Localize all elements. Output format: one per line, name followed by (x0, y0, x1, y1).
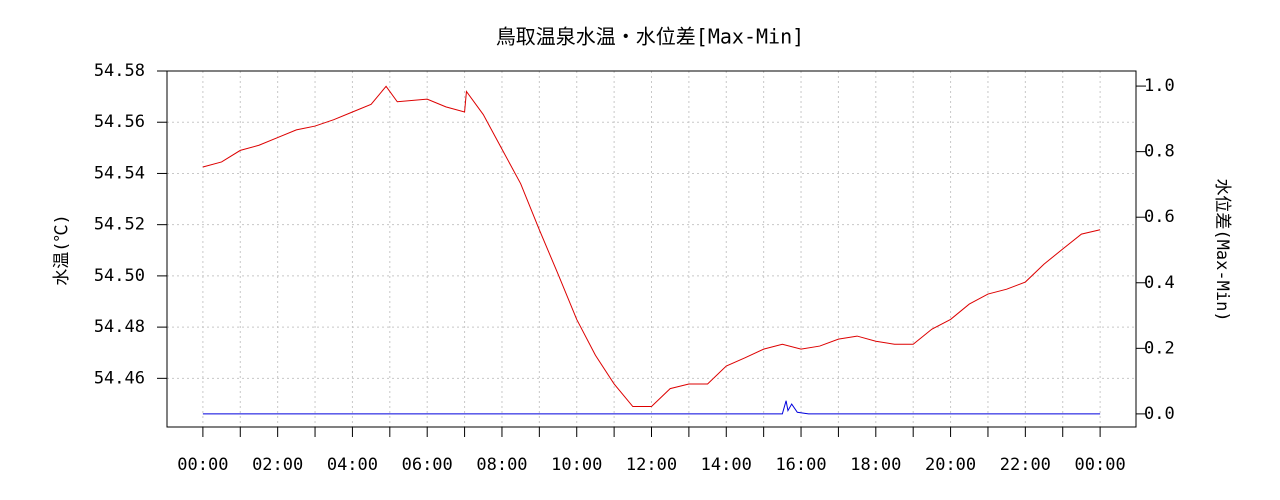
y-tick-label: 54.54 (94, 163, 145, 183)
y-tick-label: 54.48 (94, 317, 145, 337)
x-tick-label: 06:00 (402, 455, 453, 475)
y2-tick-label: 0.0 (1144, 404, 1175, 424)
y2-tick-label: 0.6 (1144, 207, 1175, 227)
x-tick-label: 02:00 (252, 455, 303, 475)
y-axis-label: 水温(℃) (52, 214, 72, 285)
x-tick-label: 08:00 (476, 455, 527, 475)
x-tick-label: 00:00 (177, 455, 228, 475)
y-tick-label: 54.56 (94, 112, 145, 132)
y-tick-label: 54.50 (94, 266, 145, 286)
x-tick-label: 18:00 (850, 455, 901, 475)
y-tick-label: 54.46 (94, 368, 145, 388)
chart-title: 鳥取温泉水温・水位差[Max-Min] (496, 25, 804, 49)
y2-tick-label: 1.0 (1144, 76, 1175, 96)
x-tick-label: 16:00 (775, 455, 826, 475)
x-tick-label: 22:00 (1000, 455, 1051, 475)
x-tick-label: 00:00 (1075, 455, 1126, 475)
x-tick-label: 20:00 (925, 455, 976, 475)
x-tick-label: 14:00 (701, 455, 752, 475)
y2-axis-label: 水位差(Max-Min) (1212, 178, 1232, 321)
y-tick-label: 54.52 (94, 215, 145, 235)
series-line (202, 85, 1101, 408)
y2-tick-label: 0.2 (1144, 338, 1175, 358)
plot-frame (166, 70, 1137, 428)
series-line (202, 400, 1101, 415)
y2-tick-label: 0.8 (1144, 142, 1175, 162)
x-tick-label: 12:00 (626, 455, 677, 475)
y2-tick-label: 0.4 (1144, 273, 1175, 293)
y-tick-label: 54.58 (94, 61, 145, 81)
x-tick-label: 04:00 (327, 455, 378, 475)
x-tick-label: 10:00 (551, 455, 602, 475)
